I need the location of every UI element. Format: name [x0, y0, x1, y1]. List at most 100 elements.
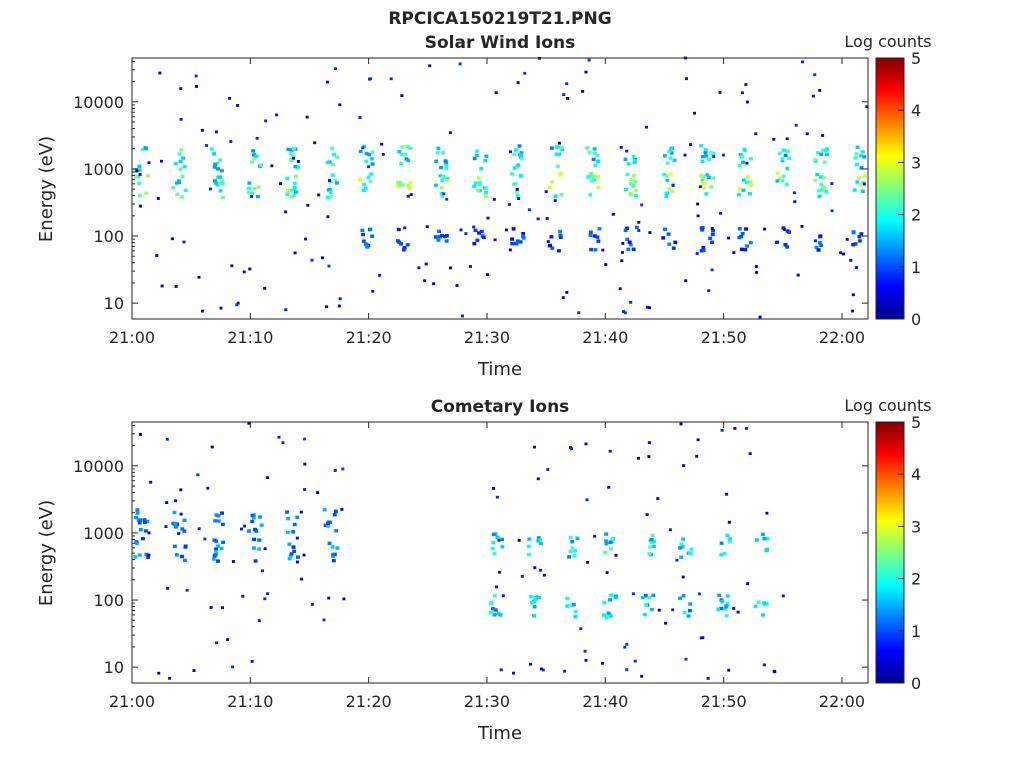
heatmap-cell	[182, 165, 187, 169]
heatmap-cell	[246, 190, 251, 195]
heatmap-cell	[197, 275, 201, 279]
heatmap-cell	[293, 165, 298, 169]
heatmap-cell	[706, 175, 711, 180]
heatmap-cell	[700, 226, 705, 230]
heatmap-cell	[295, 536, 299, 540]
heatmap-cell	[173, 522, 178, 526]
heatmap-cell	[332, 153, 336, 157]
heatmap-cell	[783, 153, 788, 158]
heatmap-cell	[218, 158, 223, 162]
heatmap-cell	[409, 193, 413, 196]
colorbar-tick-label: 3	[911, 153, 921, 172]
heatmap-cell	[160, 159, 163, 163]
heatmap-cell	[621, 242, 625, 245]
x-tick-label: 21:40	[582, 692, 628, 711]
heatmap-cell	[261, 569, 264, 573]
heatmap-cell	[689, 143, 693, 146]
heatmap-cell	[364, 151, 369, 156]
heatmap-cell	[741, 160, 745, 164]
heatmap-cell	[629, 177, 634, 182]
heatmap-cell	[619, 145, 623, 149]
heatmap-cell	[699, 249, 704, 253]
heatmap-cell	[256, 538, 261, 542]
heatmap-cell	[738, 152, 743, 157]
heatmap-cell	[532, 599, 536, 604]
heatmap-cell	[147, 161, 151, 165]
heatmap-cell	[221, 540, 226, 544]
heatmap-cell	[137, 193, 142, 198]
heatmap-cell	[780, 179, 785, 183]
heatmap-cell	[143, 520, 147, 524]
heatmap-cell	[432, 282, 436, 286]
heatmap-cell	[743, 248, 748, 252]
x-tick-label: 21:30	[464, 328, 510, 347]
heatmap-cell	[328, 190, 333, 195]
heatmap-cell	[370, 234, 374, 238]
heatmap-cell	[565, 597, 570, 601]
heatmap-cell	[514, 148, 518, 152]
heatmap-cell	[484, 186, 489, 190]
heatmap-cell	[549, 235, 554, 239]
heatmap-cell	[699, 636, 703, 640]
heatmap-cell	[819, 175, 823, 179]
heatmap-cell	[214, 547, 219, 551]
heatmap-cell	[527, 552, 531, 557]
heatmap-cell	[710, 232, 715, 237]
heatmap-cell	[406, 158, 411, 163]
heatmap-cell	[170, 237, 174, 241]
heatmap-cell	[614, 553, 618, 557]
heatmap-cell	[216, 514, 221, 518]
heatmap-cell	[143, 529, 148, 533]
heatmap-cell	[643, 593, 648, 598]
heatmap-cell	[526, 544, 531, 549]
colorbar-ticks: 0 1 2 3 4 5	[898, 413, 921, 693]
heatmap-cell	[678, 546, 683, 550]
colorbar: 0 1 2 3 4 5 Log counts	[844, 396, 931, 693]
heatmap-cell	[637, 229, 641, 232]
heatmap-cell	[325, 524, 330, 528]
heatmap-cell	[637, 220, 641, 224]
heatmap-cell	[287, 557, 292, 561]
heatmap-cell	[667, 149, 672, 154]
heatmap-cell	[364, 243, 369, 247]
heatmap-cell	[539, 667, 543, 671]
heatmap-cell	[508, 150, 512, 154]
heatmap-cell	[632, 160, 637, 164]
heatmap-cell	[326, 195, 330, 200]
heatmap-cell	[185, 588, 189, 592]
heatmap-cell	[330, 173, 335, 177]
heatmap-cell	[761, 613, 765, 617]
heatmap-cell	[218, 189, 223, 193]
heatmap-cell	[254, 529, 259, 533]
heatmap-cell	[292, 193, 296, 197]
heatmap-cell	[368, 227, 373, 231]
heatmap-cell	[322, 508, 327, 512]
heatmap-cell	[370, 150, 375, 154]
heatmap-cell	[330, 146, 335, 151]
heatmap-cell	[629, 300, 633, 304]
heatmap-cell	[550, 180, 555, 184]
heatmap-cell	[443, 234, 447, 239]
heatmap-cell	[748, 180, 753, 184]
heatmap-cell	[787, 156, 792, 160]
heatmap-cell	[288, 151, 293, 156]
heatmap-cell	[277, 435, 281, 439]
heatmap-cell	[141, 537, 145, 541]
heatmap-cell	[228, 96, 231, 100]
heatmap-cell	[860, 189, 865, 193]
heatmap-cell	[133, 168, 138, 172]
heatmap-cell	[673, 240, 678, 244]
heatmap-cell	[622, 310, 626, 313]
heatmap-cell	[182, 529, 187, 533]
heatmap-cell	[758, 315, 762, 319]
heatmap-cell	[819, 243, 823, 248]
heatmap-cell	[718, 91, 722, 94]
heatmap-cell	[485, 273, 489, 276]
heatmap-cell	[625, 668, 629, 672]
colorbar-tick-label: 2	[911, 206, 921, 225]
heatmap-cell	[536, 539, 541, 543]
heatmap-cell	[290, 195, 294, 199]
heatmap-cell	[589, 247, 594, 252]
heatmap-cell	[445, 178, 450, 183]
